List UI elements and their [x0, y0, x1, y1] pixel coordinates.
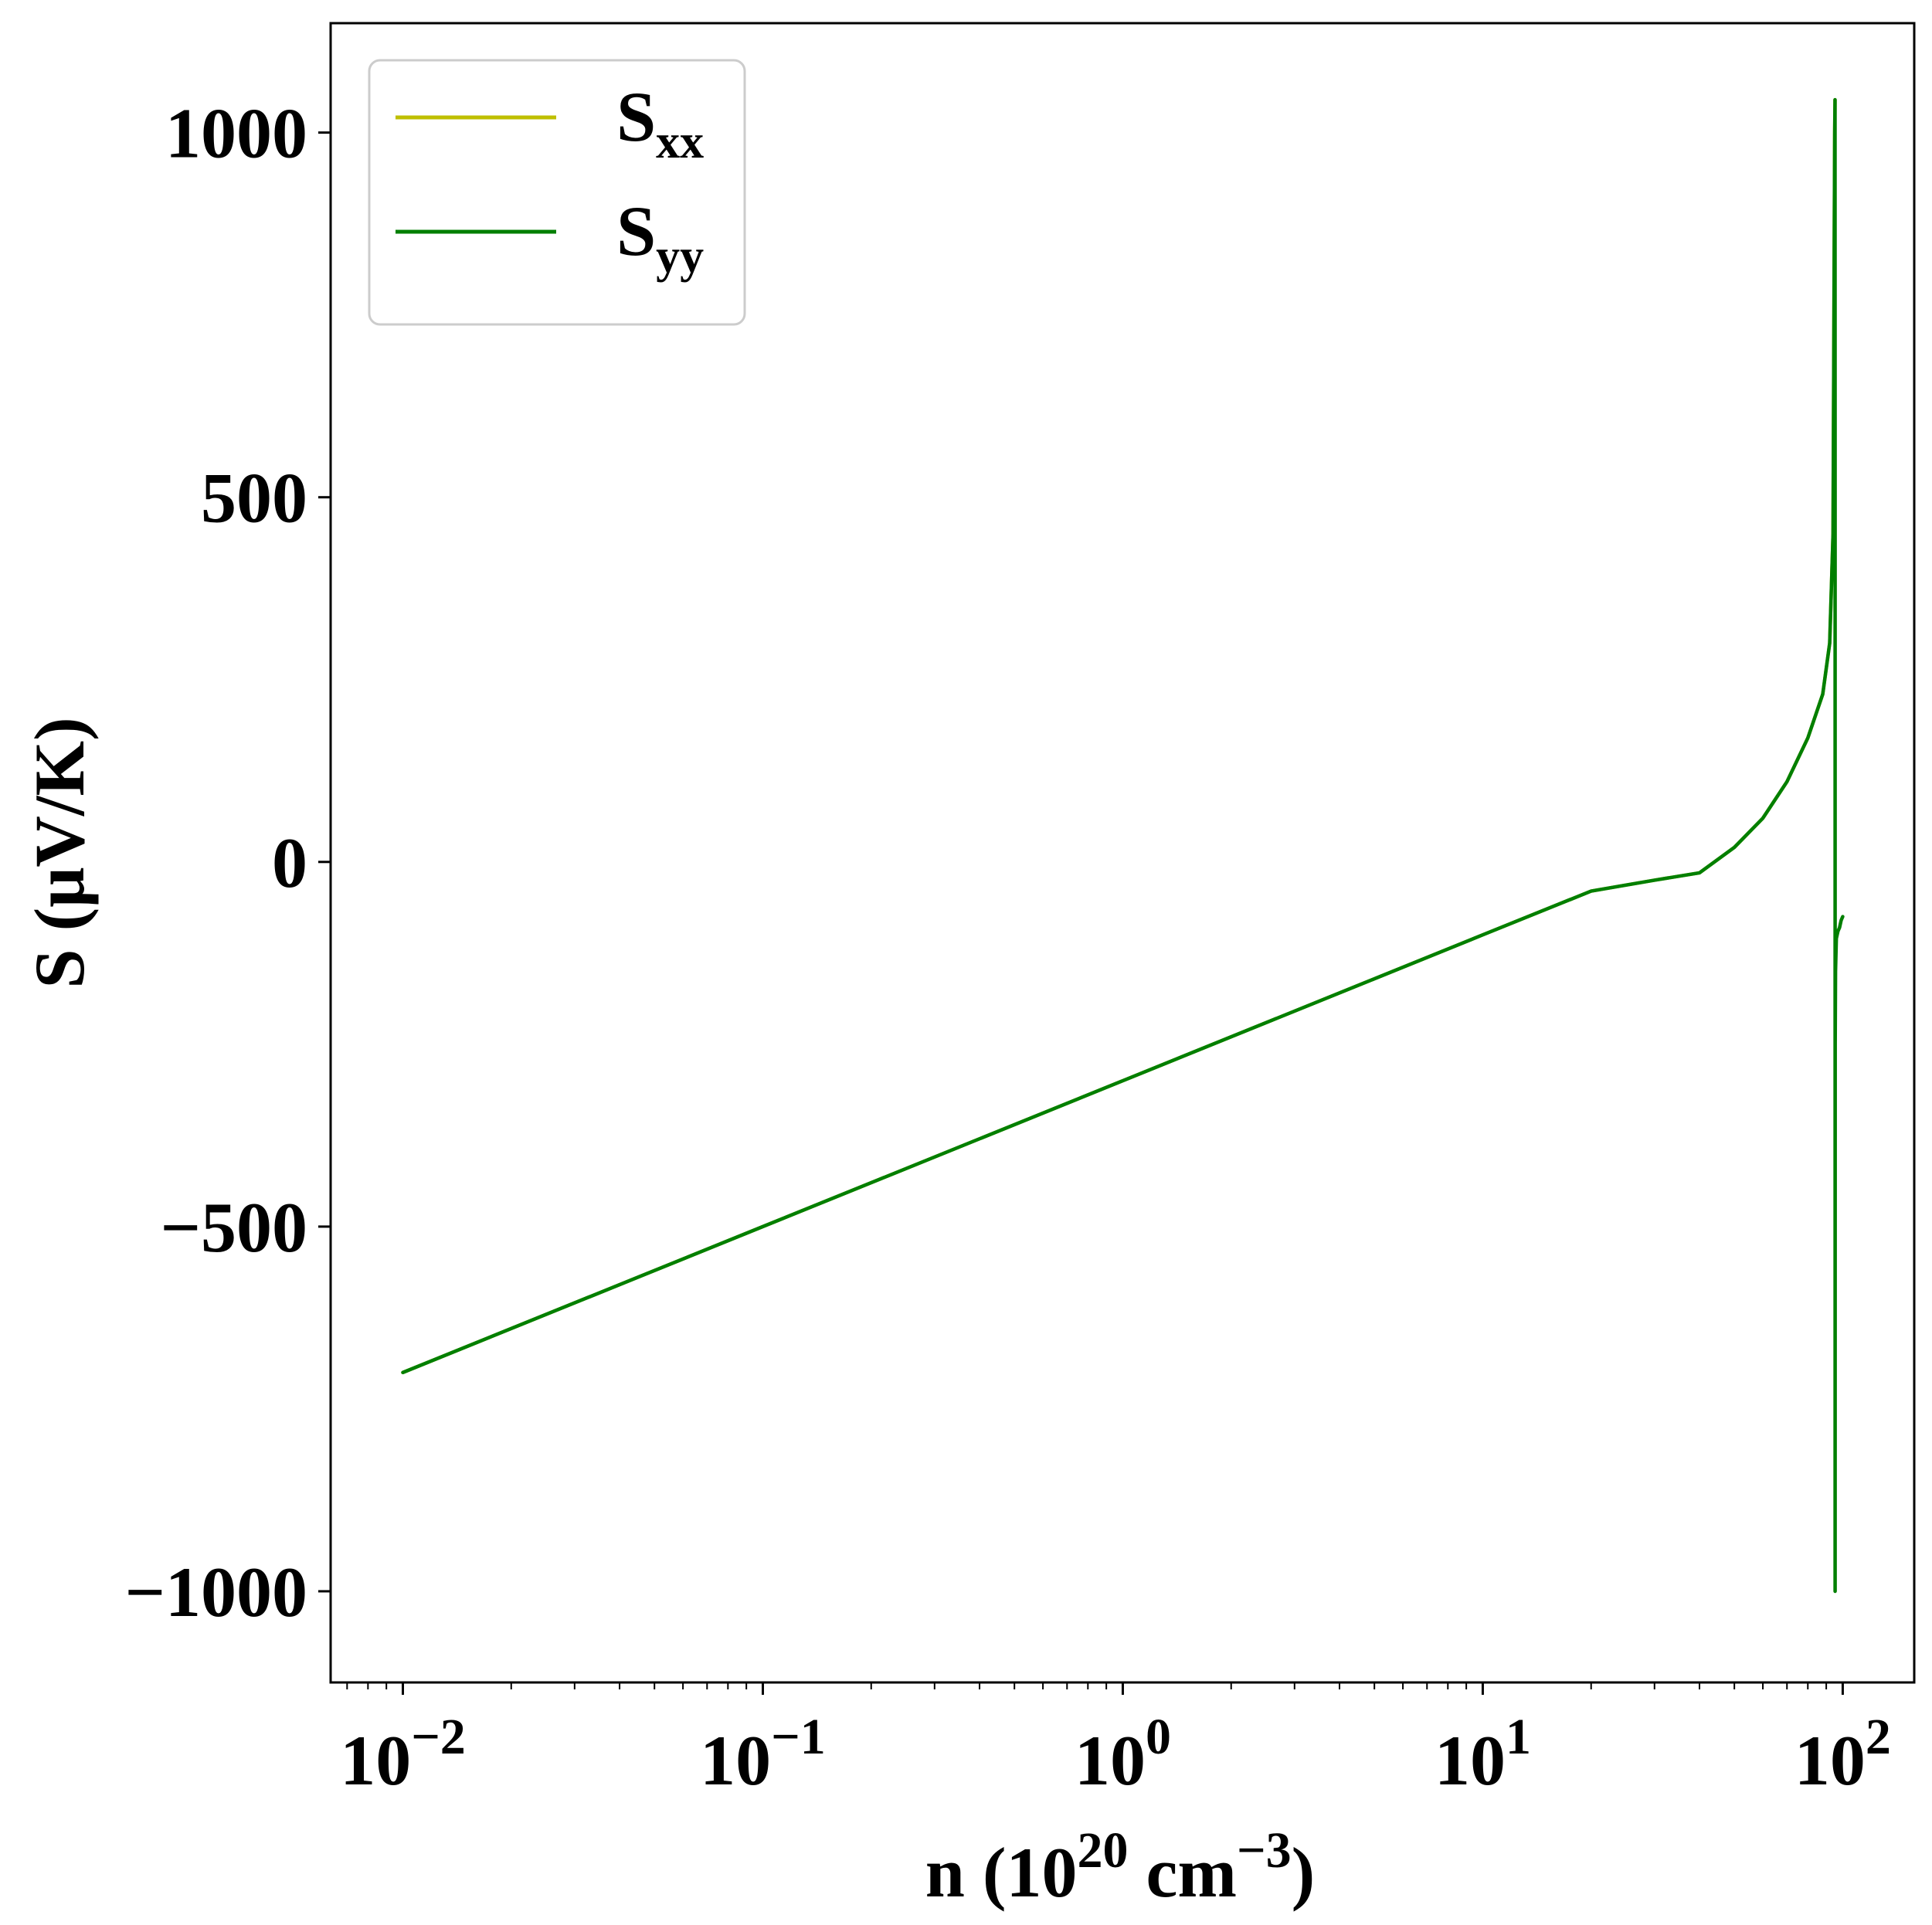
legend-label-xx: Sxx: [616, 77, 704, 168]
x-tick-label: 10−2: [340, 1709, 466, 1800]
legend-box: [368, 59, 746, 326]
x-tick-label: 100: [1075, 1709, 1171, 1800]
x-tick-label: 10−1: [700, 1709, 826, 1800]
x-axis-label: n (1020 cm−3): [925, 1822, 1316, 1912]
x-tick-label: 102: [1794, 1709, 1891, 1800]
y-axis-label: S (μV/K): [20, 717, 99, 988]
y-tick-label: 500: [201, 459, 307, 538]
y-axis: 1000 500 0 −500 −1000: [125, 94, 331, 1631]
y-tick-label: 0: [272, 823, 307, 902]
legend: Sxx Syy: [368, 59, 746, 326]
y-tick-label: −500: [161, 1188, 307, 1267]
x-tick-label: 101: [1435, 1709, 1531, 1800]
legend-label-yy: Syy: [616, 192, 704, 283]
y-tick-label: −1000: [125, 1553, 307, 1631]
plot-lines: [401, 97, 1845, 1594]
y-tick-label: 1000: [165, 94, 307, 173]
series-line-yy: [401, 97, 1845, 1594]
legend-items: Sxx Syy: [396, 77, 704, 283]
x-axis: 10−2 10−1 100 101 102: [340, 1682, 1891, 1800]
